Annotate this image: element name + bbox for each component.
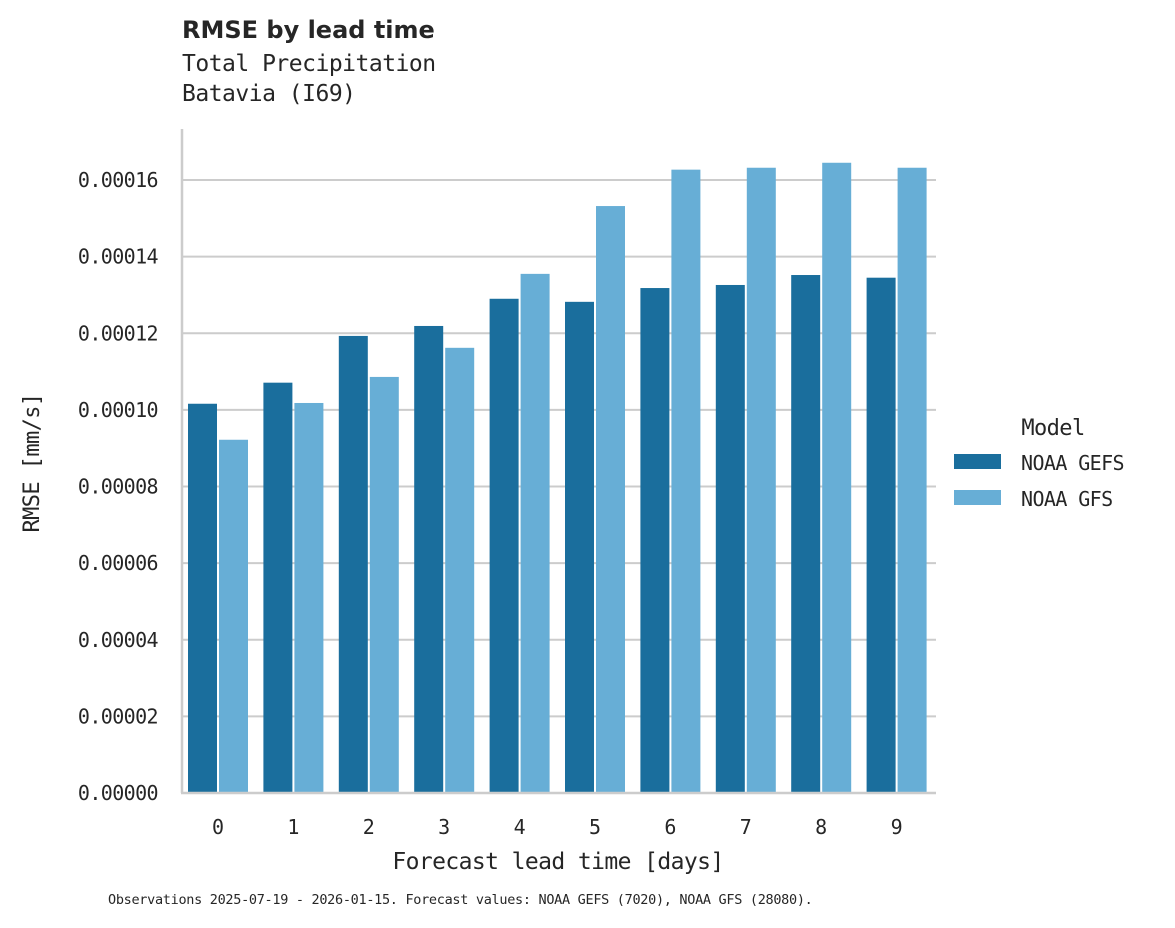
bar-noaa-gfs [219,439,248,793]
y-tick-label: 0.00010 [78,398,158,422]
y-tick-label: 0.00012 [78,321,158,345]
bar-noaa-gefs [715,284,745,793]
x-tick-label: 1 [287,815,299,839]
bar-noaa-gfs [520,273,550,794]
chart-caption: Observations 2025-07-19 - 2026-01-15. Fo… [108,892,813,908]
bar-noaa-gfs [822,162,852,793]
x-tick-label: 7 [740,815,752,839]
x-tick-label: 8 [815,815,827,839]
y-axis-label: RMSE [mm/s] [20,393,45,532]
legend-swatch-gfs [954,490,1001,505]
bar-noaa-gefs [489,298,519,793]
x-tick-label: 2 [363,815,375,839]
y-tick-labels: 0.00000 0.00002 0.00004 0.00006 0.00008 0.000… [78,168,159,805]
x-tick-label: 4 [514,815,526,839]
x-tick-label: 9 [891,815,903,839]
legend-title: Model [1021,416,1084,441]
x-tick-label: 0 [212,815,224,839]
bar-noaa-gefs [263,382,293,793]
bar-noaa-gefs [188,403,217,793]
chart-subtitle-station: Batavia (I69) [182,81,356,107]
y-tick-label: 0.00014 [78,245,159,269]
bar-noaa-gfs [294,402,324,793]
axes [180,129,936,795]
bar-noaa-gfs [596,206,625,794]
legend: Model NOAA GEFS NOAA GFS [954,416,1125,511]
legend-label-gfs: NOAA GFS [1021,487,1113,511]
bar-noaa-gfs [746,167,776,794]
y-tick-label: 0.00008 [78,475,158,499]
bar-noaa-gfs [369,376,399,793]
legend-label-gefs: NOAA GEFS [1021,451,1124,475]
bar-noaa-gefs [791,275,821,793]
y-tick-label: 0.00004 [78,628,159,652]
y-tick-label: 0.00002 [78,704,158,728]
bar-noaa-gefs [866,277,896,793]
x-tick-label: 5 [589,815,601,839]
bar-noaa-gefs [640,288,670,793]
bar-noaa-gefs [565,301,594,793]
bar-noaa-gfs [897,167,927,794]
bar-noaa-gefs [338,335,368,793]
x-tick-label: 6 [664,815,676,839]
y-tick-label: 0.00016 [78,168,158,192]
y-tick-label: 0.00000 [78,781,158,805]
chart-subtitle-variable: Total Precipitation [182,51,436,77]
x-tick-label: 3 [438,815,450,839]
bar-noaa-gfs [671,169,701,793]
y-tick-label: 0.00006 [78,551,158,575]
chart-title: RMSE by lead time [182,16,435,44]
legend-swatch-gefs [954,454,1001,469]
bar-noaa-gefs [414,325,444,793]
bars [188,162,927,794]
bar-noaa-gfs [445,347,475,793]
x-tick-labels: 0 1 2 3 4 5 6 7 8 9 [212,815,903,839]
x-axis-label: Forecast lead time [days] [392,849,723,875]
